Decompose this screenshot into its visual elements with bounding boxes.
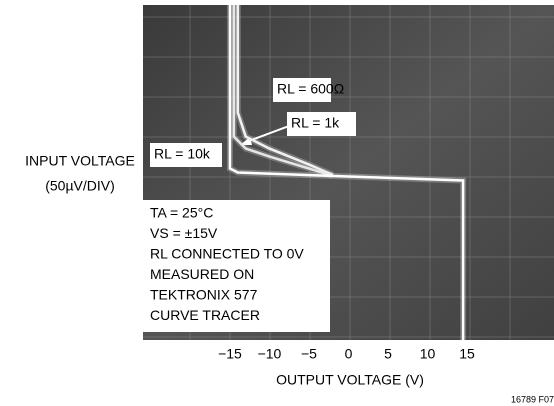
series-label: RL = 10k	[154, 146, 211, 162]
series-label-box	[273, 78, 331, 102]
x-axis-label: OUTPUT VOLTAGE (V)	[276, 372, 424, 388]
footnote: 16789 F07	[511, 394, 554, 404]
annotation: TEKTRONIX 577	[150, 287, 258, 303]
annotation: RL CONNECTED TO 0V	[150, 246, 304, 262]
series-label-box	[287, 112, 356, 136]
curve	[228, 5, 465, 340]
y-axis-label: (50µV/DIV)	[45, 178, 115, 194]
curve	[236, 5, 334, 177]
annotation: TA = 25°C	[150, 205, 213, 221]
annotation: CURVE TRACER	[150, 307, 260, 323]
x-tick-label: −15	[218, 346, 242, 362]
x-tick-label: 10	[420, 346, 436, 362]
x-tick-label: −10	[258, 346, 282, 362]
annotation: VS = ±15V	[150, 225, 218, 241]
curve	[232, 5, 334, 177]
annotation: MEASURED ON	[150, 266, 254, 282]
annotation-box	[143, 200, 330, 332]
x-tick-label: 5	[384, 346, 392, 362]
series-label: RL = 1k	[291, 115, 340, 131]
x-tick-label: 0	[345, 346, 353, 362]
series-label-box	[150, 143, 222, 167]
series-label: RL = 600Ω	[277, 81, 344, 97]
x-tick-label: 15	[459, 346, 475, 362]
y-axis-label: INPUT VOLTAGE	[25, 153, 135, 169]
x-tick-label: −5	[301, 346, 317, 362]
